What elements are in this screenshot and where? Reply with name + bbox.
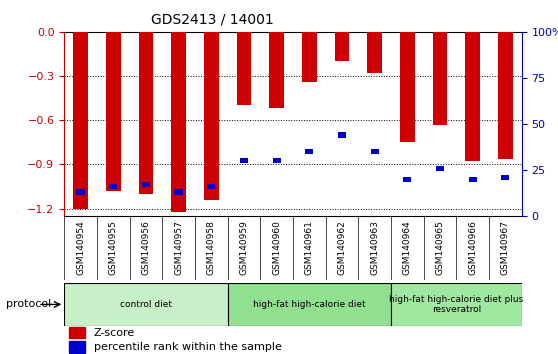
Bar bbox=[171, 32, 186, 212]
FancyBboxPatch shape bbox=[391, 283, 522, 326]
Bar bbox=[69, 341, 85, 353]
Bar bbox=[371, 149, 379, 154]
Bar bbox=[76, 189, 85, 195]
Text: GSM140955: GSM140955 bbox=[109, 220, 118, 275]
Text: Z-score: Z-score bbox=[94, 328, 135, 338]
Bar bbox=[432, 32, 448, 125]
Bar bbox=[240, 158, 248, 163]
Text: high-fat high-calorie diet plus
resveratrol: high-fat high-calorie diet plus resverat… bbox=[389, 295, 523, 314]
Bar bbox=[305, 149, 314, 154]
Text: GSM140962: GSM140962 bbox=[338, 221, 347, 275]
Bar bbox=[142, 182, 150, 187]
Text: GSM140967: GSM140967 bbox=[501, 220, 510, 275]
Bar bbox=[403, 177, 411, 182]
Bar bbox=[338, 132, 346, 137]
Text: GDS2413 / 14001: GDS2413 / 14001 bbox=[151, 12, 273, 27]
Text: protocol: protocol bbox=[6, 299, 51, 309]
Text: GSM140963: GSM140963 bbox=[370, 220, 379, 275]
Bar bbox=[501, 175, 509, 180]
Bar bbox=[109, 184, 117, 189]
Bar bbox=[207, 184, 215, 189]
FancyBboxPatch shape bbox=[228, 283, 391, 326]
Text: GSM140964: GSM140964 bbox=[403, 221, 412, 275]
Bar bbox=[272, 158, 281, 163]
Text: GSM140959: GSM140959 bbox=[239, 220, 248, 275]
Bar bbox=[69, 327, 85, 338]
Text: GSM140960: GSM140960 bbox=[272, 220, 281, 275]
Text: percentile rank within the sample: percentile rank within the sample bbox=[94, 342, 282, 352]
Bar bbox=[436, 166, 444, 171]
Bar bbox=[367, 32, 382, 73]
Bar bbox=[302, 32, 316, 82]
FancyBboxPatch shape bbox=[64, 283, 228, 326]
Bar bbox=[175, 189, 182, 195]
Text: control diet: control diet bbox=[120, 300, 172, 309]
Bar bbox=[73, 32, 88, 209]
Text: GSM140965: GSM140965 bbox=[436, 220, 445, 275]
Text: GSM140958: GSM140958 bbox=[207, 220, 216, 275]
Text: GSM140954: GSM140954 bbox=[76, 221, 85, 275]
Bar bbox=[270, 32, 284, 108]
Bar bbox=[498, 32, 513, 159]
Bar bbox=[400, 32, 415, 142]
Bar bbox=[469, 177, 477, 182]
Text: GSM140961: GSM140961 bbox=[305, 220, 314, 275]
Text: GSM140957: GSM140957 bbox=[174, 220, 183, 275]
Bar bbox=[204, 32, 219, 200]
Bar bbox=[106, 32, 121, 191]
Bar bbox=[237, 32, 251, 105]
Text: GSM140956: GSM140956 bbox=[141, 220, 150, 275]
Text: high-fat high-calorie diet: high-fat high-calorie diet bbox=[253, 300, 365, 309]
Bar bbox=[335, 32, 349, 61]
Bar bbox=[138, 32, 153, 194]
Text: GSM140966: GSM140966 bbox=[468, 220, 477, 275]
Bar bbox=[465, 32, 480, 161]
